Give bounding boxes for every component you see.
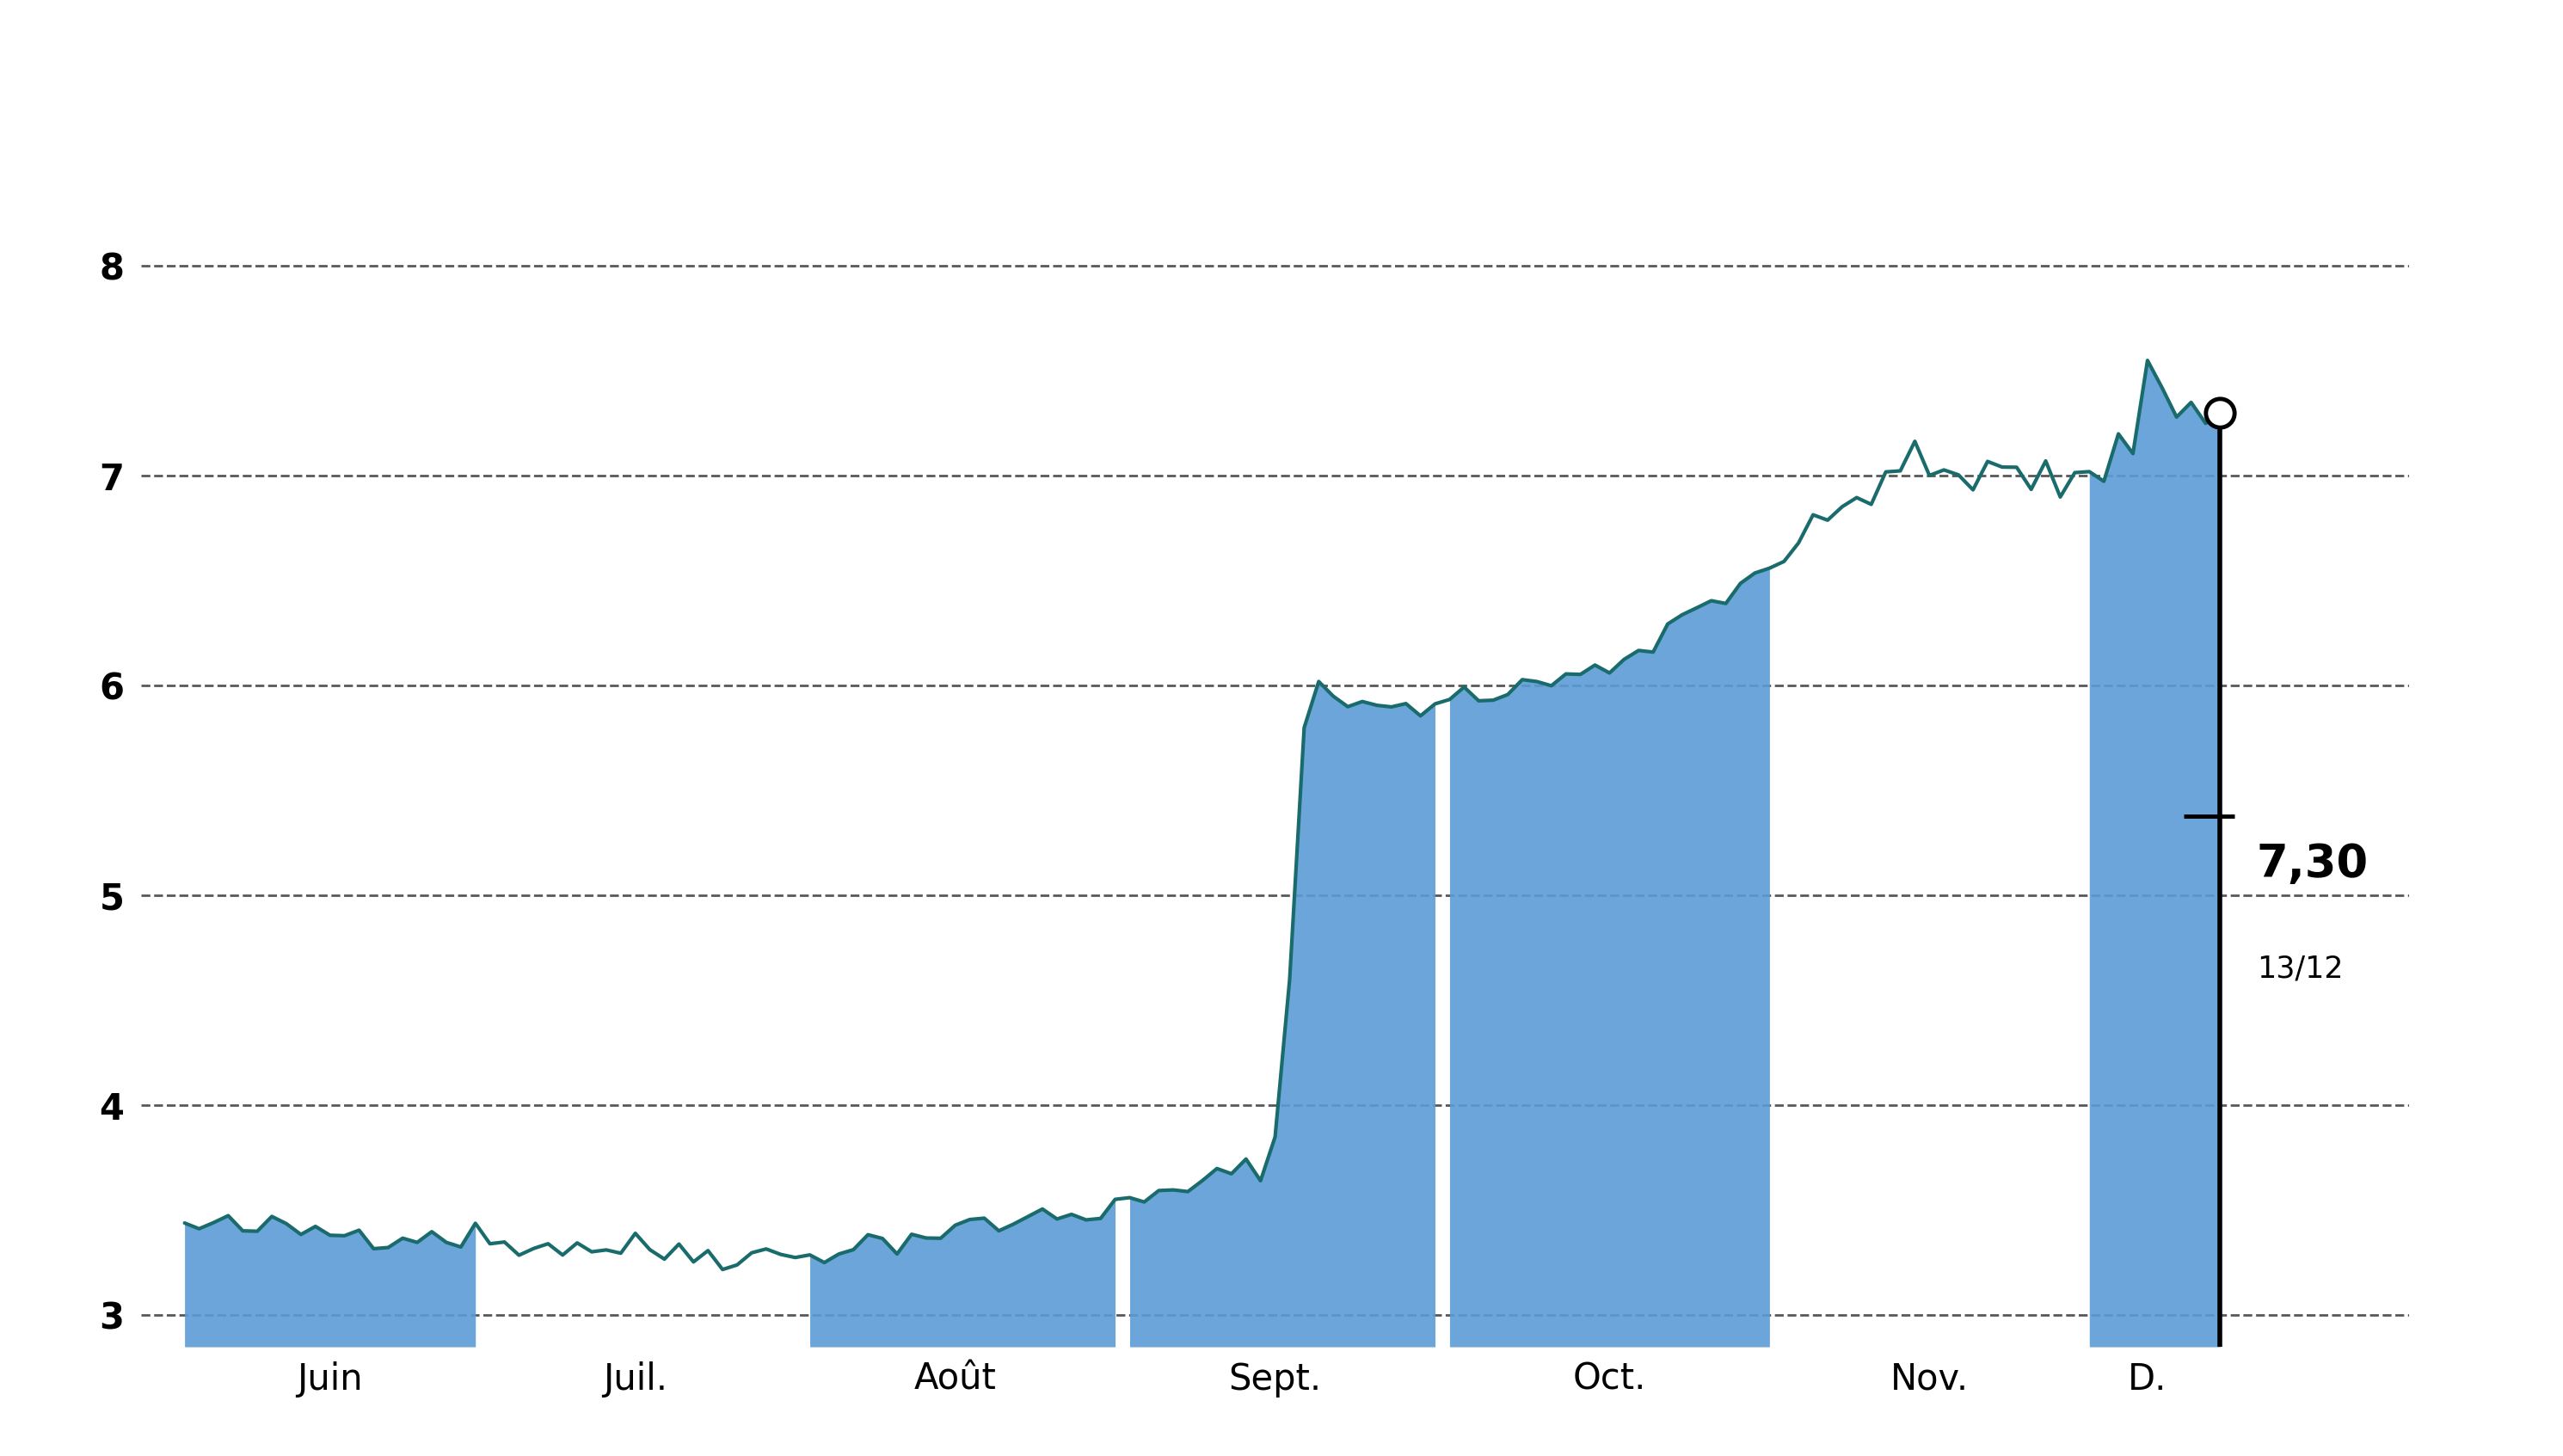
Text: alstria office REIT-AG: alstria office REIT-AG (702, 36, 1861, 131)
Text: 7,30: 7,30 (2255, 842, 2368, 887)
Text: 13/12: 13/12 (2255, 954, 2343, 984)
